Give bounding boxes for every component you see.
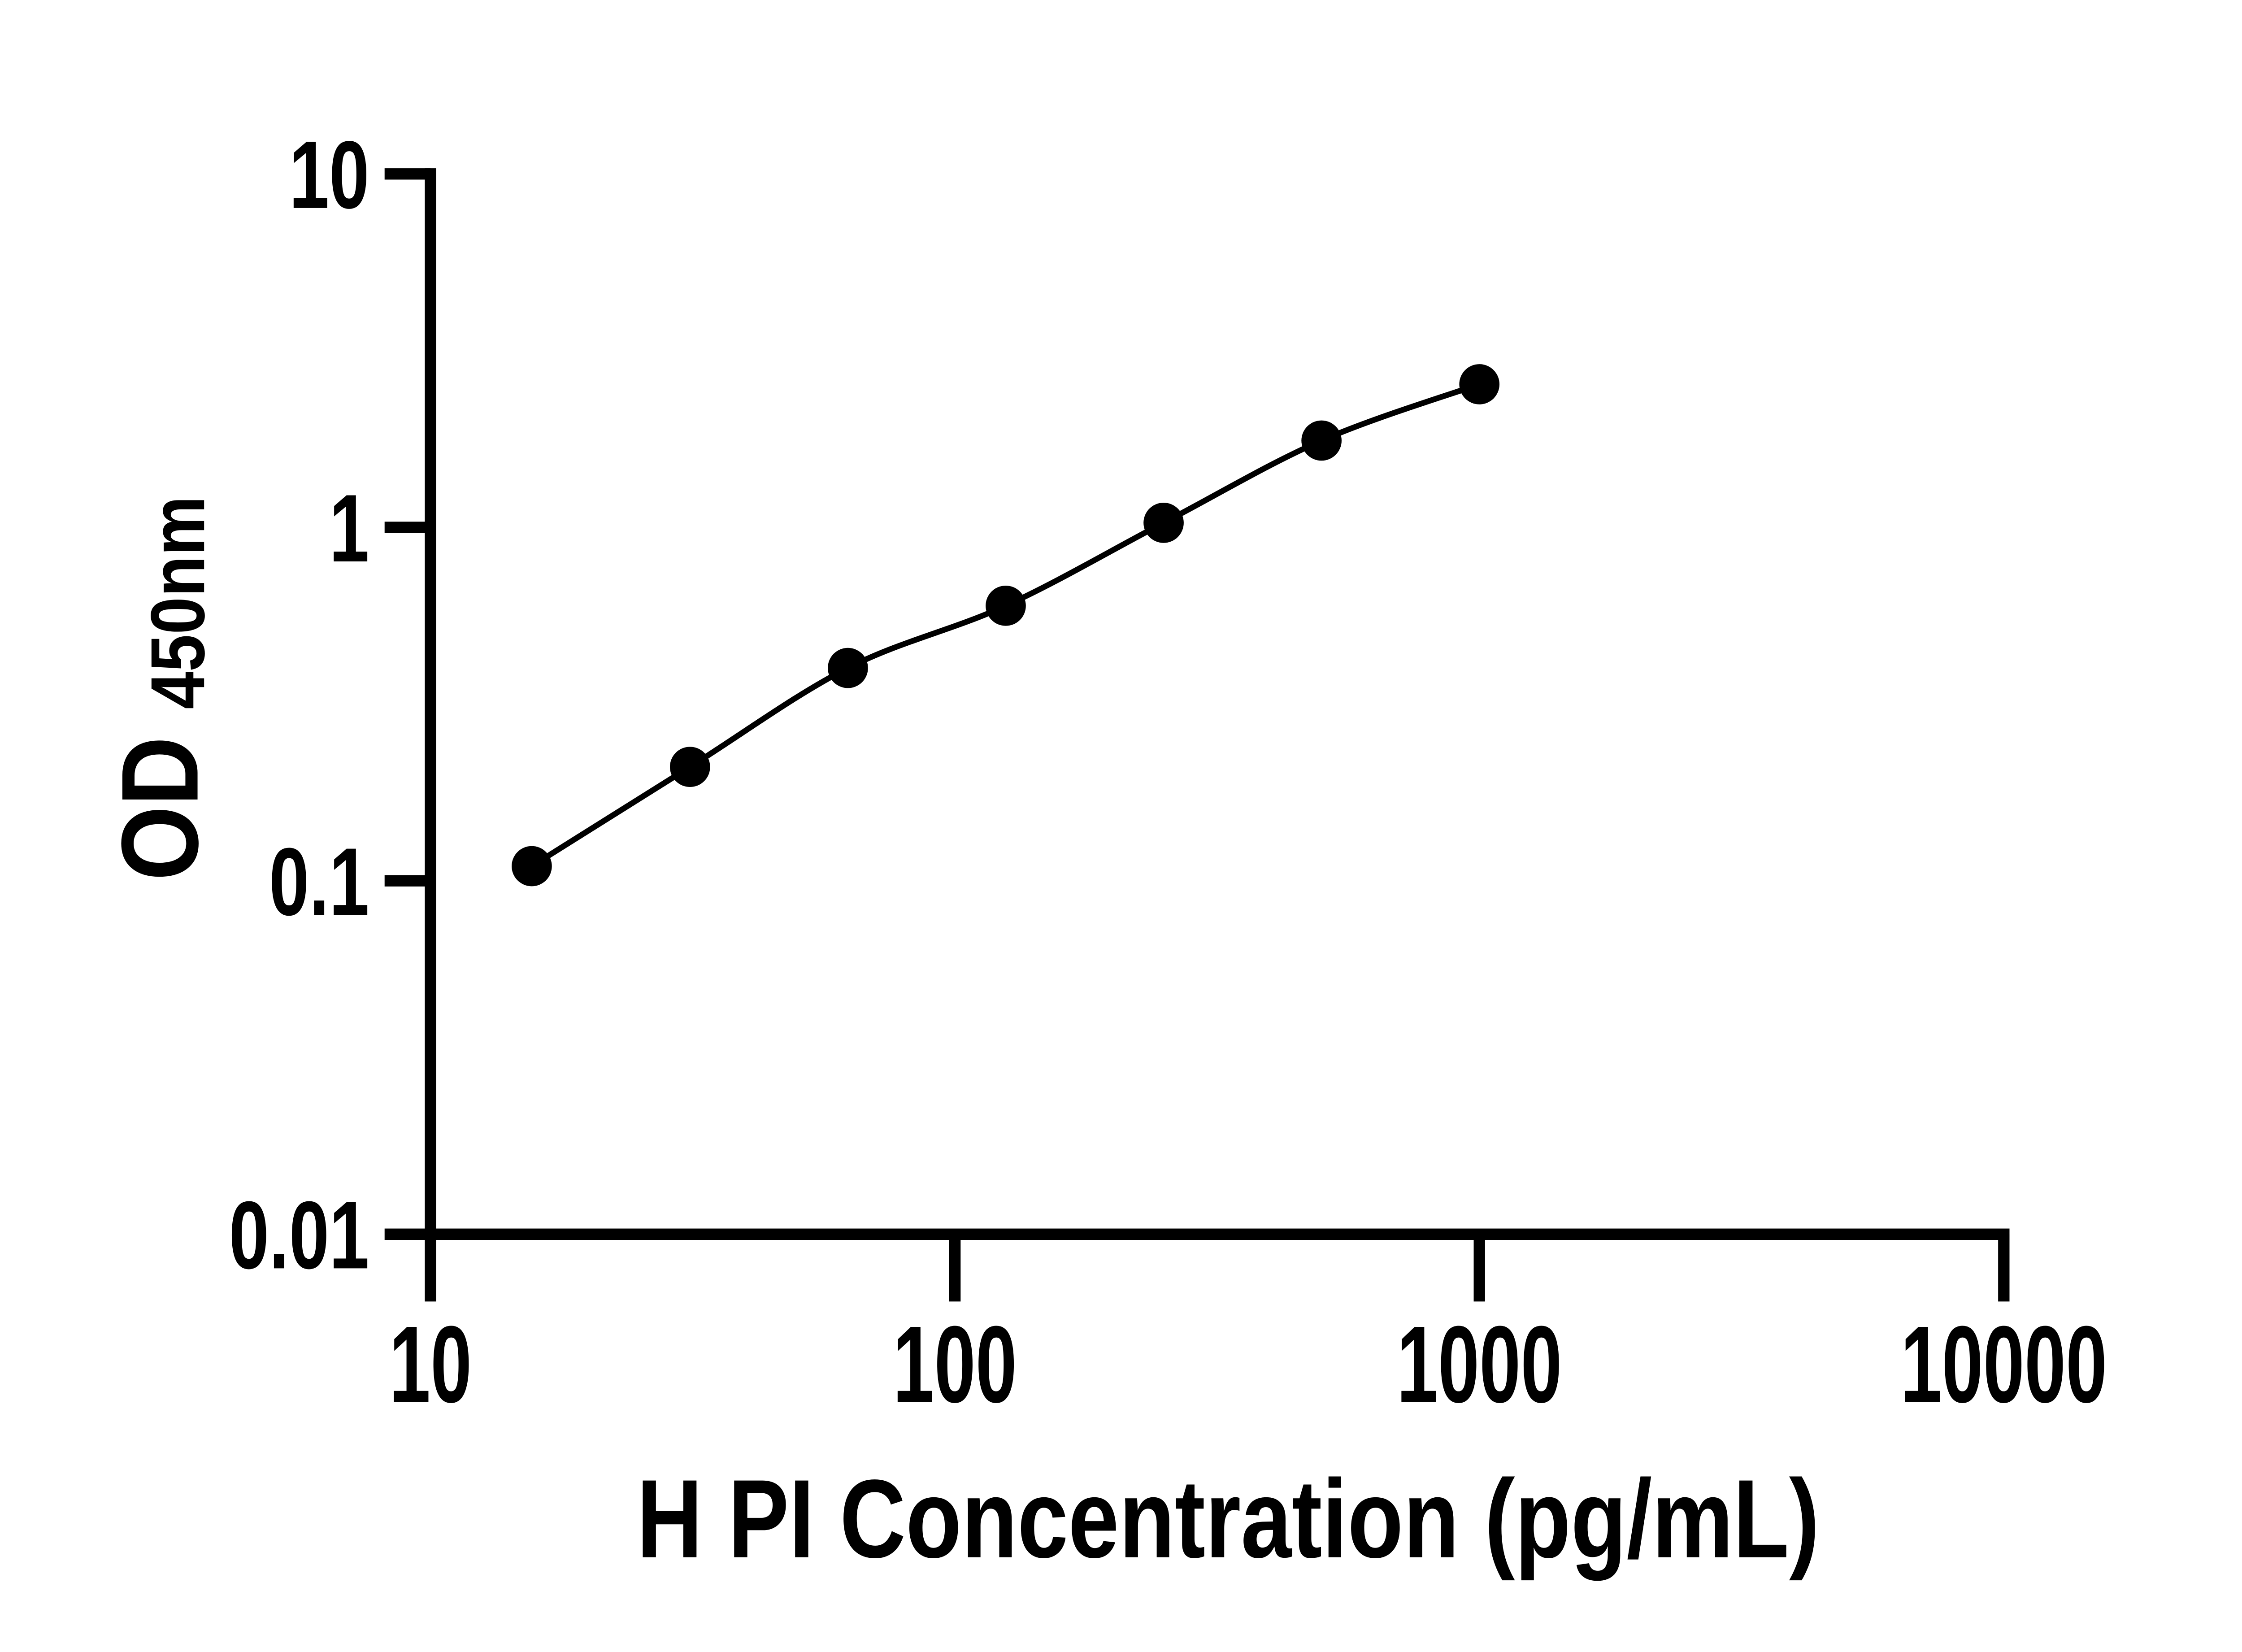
data-point-125 [986,586,1026,626]
data-point-62.5 [828,648,868,688]
plot-area [512,364,1500,887]
y-axis: 10 1 0.1 0.01 [229,121,436,1289]
x-tick-label-10: 10 [389,1304,472,1426]
y-axis-title: OD 450nm [96,496,221,881]
y-tick-label-10: 10 [289,121,369,229]
y-axis-title-main: OD [99,736,221,881]
x-tick-label-1000: 1000 [1397,1304,1562,1426]
x-tick-label-10000: 10000 [1900,1304,2107,1426]
x-tick-label-100: 100 [893,1304,1017,1426]
y-tick-label-0.01: 0.01 [229,1182,369,1289]
data-point-250 [1143,503,1184,543]
data-point-15.6 [512,846,552,887]
data-point-500 [1301,420,1342,461]
x-axis: 10 100 1000 10000 [389,1228,2107,1426]
y-tick-label-1: 1 [329,475,369,583]
data-point-31.25 [669,747,710,787]
data-point-1000 [1459,364,1500,404]
y-axis-title-subscript: 450nm [135,496,221,709]
x-axis-title: H PI Concentration (pg/mL) [637,1456,1820,1581]
y-tick-label-0.1: 0.1 [269,828,369,936]
